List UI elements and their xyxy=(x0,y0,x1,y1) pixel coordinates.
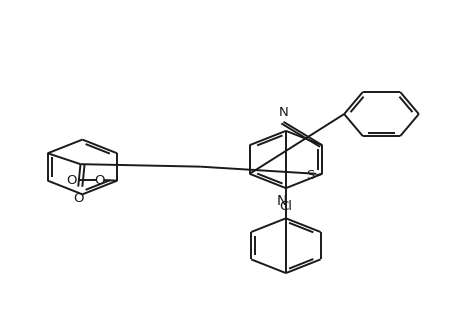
Text: O: O xyxy=(73,192,83,205)
Text: O: O xyxy=(94,174,105,187)
Text: Cl: Cl xyxy=(279,200,292,213)
Text: N: N xyxy=(277,194,288,208)
Text: O: O xyxy=(66,174,77,187)
Text: N: N xyxy=(279,106,289,119)
Text: S: S xyxy=(306,169,315,182)
